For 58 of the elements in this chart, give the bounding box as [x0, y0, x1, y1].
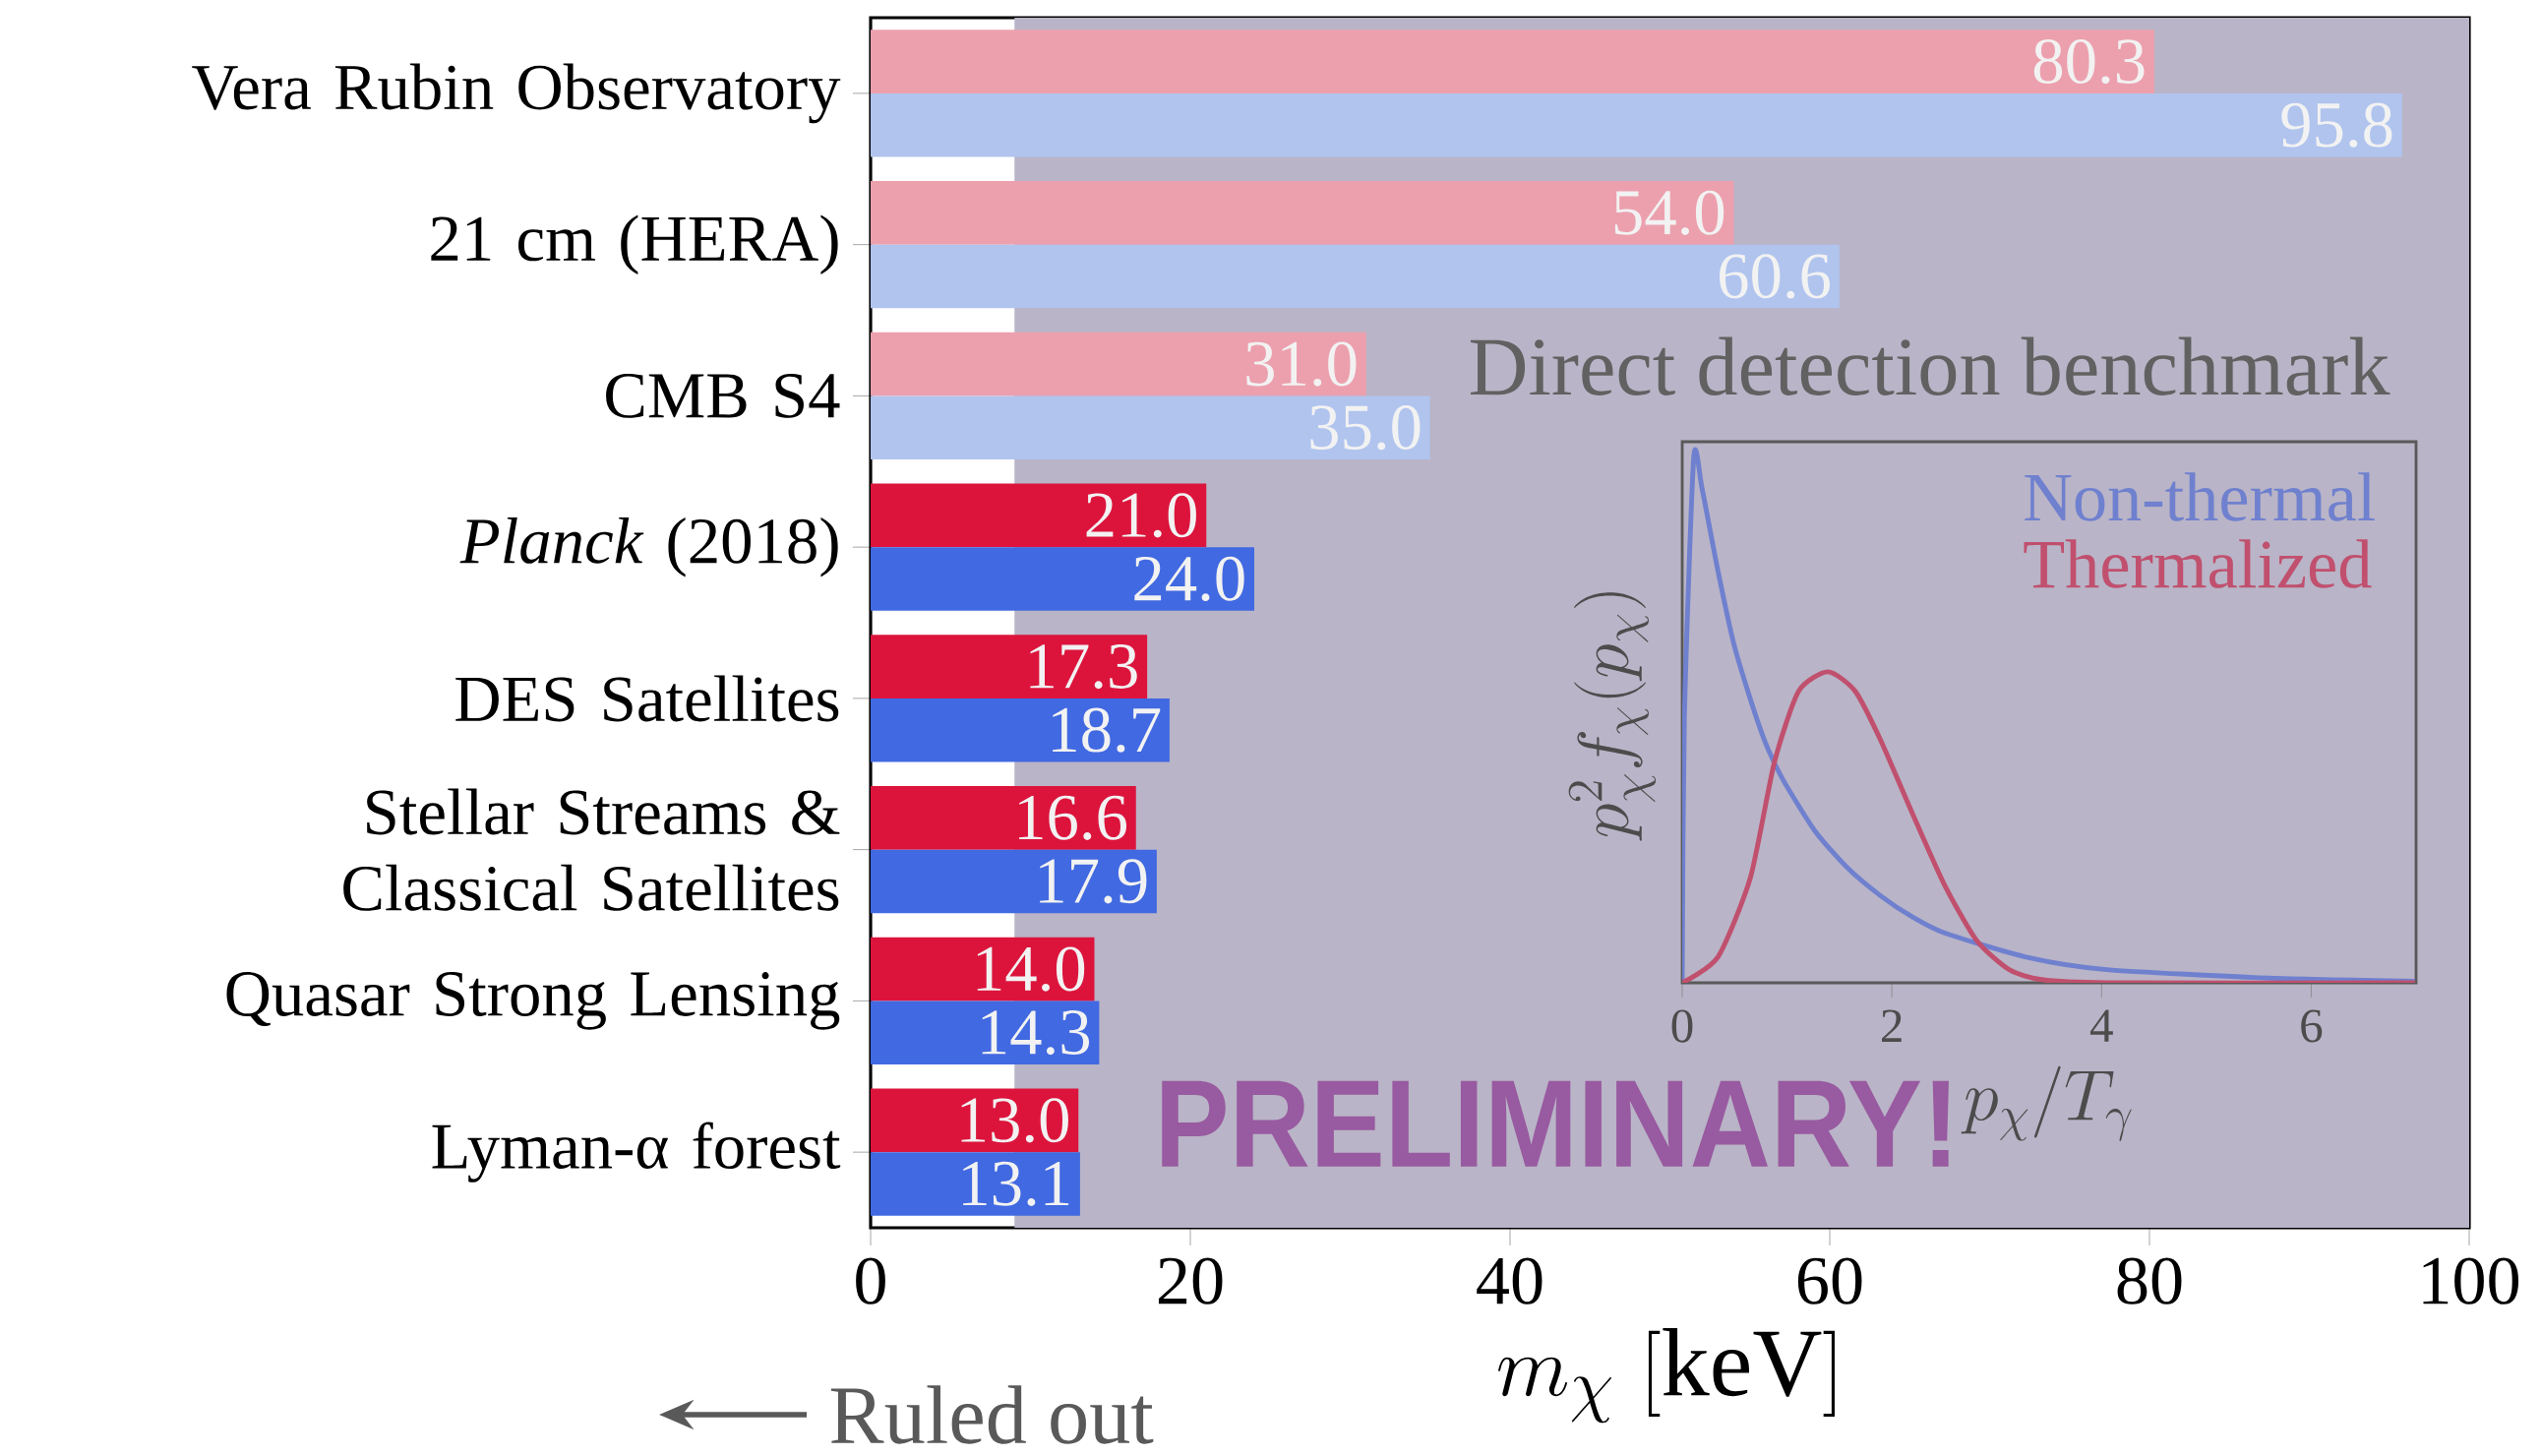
y-tick-label: Lyman-α forest	[432, 1122, 841, 1183]
x-tick-label: 20	[1158, 1257, 1223, 1304]
band-label: Direct detection benchmark	[1470, 336, 2390, 395]
data-label: 54.0	[1614, 190, 1724, 236]
bar	[871, 937, 1095, 1001]
x-tick-label: 40	[1477, 1257, 1543, 1304]
data-label: 17.3	[1030, 644, 1137, 690]
data-label: 95.8	[2281, 102, 2392, 148]
x-axis-title: $p_\chi/T_\gamma$	[1961, 1065, 2132, 1142]
text: Thermalized	[2024, 539, 2372, 588]
y-tick-label: CMB S4	[606, 373, 840, 418]
y-axis-title: $p_\chi^2 f_\chi(p_\chi)$	[1568, 592, 1657, 841]
x-tick-label: 6	[2301, 1009, 2323, 1043]
bar	[871, 635, 1148, 698]
data-label: 14.3	[982, 1010, 1090, 1056]
data-label: 17.9	[1040, 859, 1147, 904]
bar	[871, 332, 1366, 396]
bar	[871, 244, 1840, 309]
data-label: 24.0	[1134, 556, 1244, 602]
bar	[871, 30, 2154, 93]
x-tick-label: 2	[1882, 1009, 1902, 1042]
x-tick-label: 0	[1671, 1009, 1693, 1043]
x-tick-label: 80	[2117, 1257, 2182, 1304]
bar	[871, 547, 1254, 611]
bar	[871, 395, 1430, 459]
data-label: 18.7	[1053, 707, 1161, 753]
data-label: 31.0	[1246, 341, 1357, 387]
data-label: 13.1	[963, 1161, 1069, 1206]
y-tick-label: DES Satellites	[455, 675, 839, 722]
x-axis-title: $m_\chi\ [\mathrm{keV}]$	[1498, 1327, 1835, 1424]
data-label: 35.0	[1310, 405, 1421, 451]
annotation: PRELIMINARY!	[1162, 1080, 1949, 1167]
y-tick-label: 21 cm (HERA)	[431, 214, 838, 274]
data-label: 21.0	[1086, 493, 1196, 538]
bar	[871, 849, 1157, 914]
data-label: 14.0	[977, 946, 1085, 992]
y-tick-label: Stellar Streams & Classical Satellites	[343, 788, 840, 911]
y-tick-label: Vera Rubin Observatory	[192, 63, 841, 124]
x-tick-label: 0	[856, 1257, 885, 1304]
bar	[871, 181, 1734, 245]
bar	[871, 483, 1207, 548]
bar	[871, 786, 1136, 850]
x-tick-label: 60	[1797, 1257, 1862, 1304]
x-tick-label: 4	[2089, 1009, 2113, 1042]
text: Non-thermal	[2025, 472, 2375, 521]
bar	[871, 1001, 1100, 1064]
y-tick-label: Quasar Strong Lensing	[226, 972, 840, 1030]
bar	[871, 1152, 1080, 1216]
data-label: 80.3	[2033, 38, 2145, 85]
x-tick-label: 100	[2423, 1257, 2519, 1304]
text: Ruled out	[830, 1385, 1154, 1444]
bar	[871, 92, 2402, 157]
y-tick-label: Planck (2018)	[459, 516, 838, 577]
data-label: 13.0	[961, 1098, 1068, 1143]
data-label: 60.6	[1720, 254, 1830, 299]
data-label: 16.6	[1019, 795, 1126, 840]
bar	[871, 698, 1170, 762]
bar	[871, 1088, 1079, 1153]
